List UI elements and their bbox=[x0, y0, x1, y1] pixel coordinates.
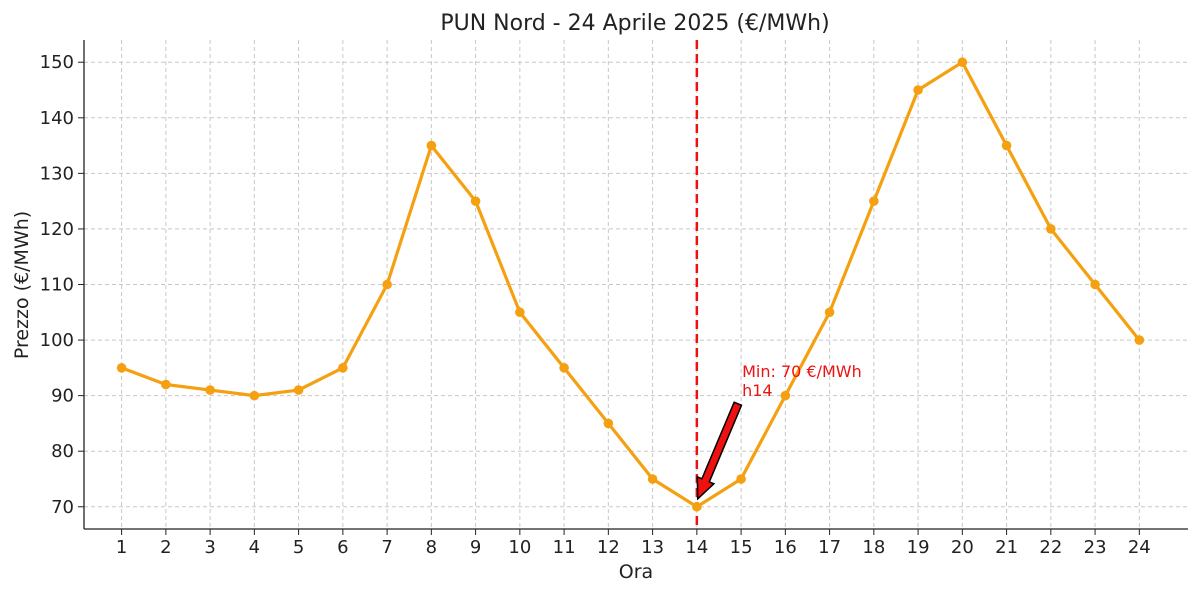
data-point bbox=[913, 85, 923, 95]
data-point bbox=[736, 474, 746, 484]
min-arrow bbox=[696, 401, 743, 501]
x-tick-label: 7 bbox=[381, 537, 392, 558]
x-tick-label: 8 bbox=[426, 537, 437, 558]
data-point bbox=[1001, 140, 1012, 151]
x-tick-label: 15 bbox=[730, 537, 753, 558]
x-tick-label: 12 bbox=[597, 537, 620, 558]
series-line bbox=[121, 60, 1141, 509]
data-point bbox=[1090, 279, 1100, 290]
x-tick-label: 11 bbox=[553, 537, 576, 558]
x-tick-label: 10 bbox=[508, 537, 531, 558]
y-axis-ticks: 70 80 90 100 110 120 130 140 150 bbox=[40, 52, 84, 518]
x-tick-label: 2 bbox=[160, 537, 171, 558]
data-point bbox=[515, 307, 525, 318]
data-point bbox=[692, 501, 702, 512]
data-point bbox=[205, 385, 215, 395]
y-tick-label: 150 bbox=[40, 52, 74, 73]
y-tick-label: 80 bbox=[51, 441, 74, 462]
x-tick-label: 3 bbox=[204, 537, 215, 558]
x-tick-label: 1 bbox=[116, 537, 127, 558]
x-tick-label: 6 bbox=[337, 537, 348, 558]
data-point bbox=[293, 385, 304, 395]
x-tick-label: 14 bbox=[685, 537, 708, 558]
y-axis-title: Prezzo (€/MWh) bbox=[11, 211, 33, 359]
data-point bbox=[869, 196, 879, 206]
x-tick-label: 17 bbox=[818, 537, 841, 558]
data-point bbox=[957, 57, 968, 68]
data-point bbox=[1046, 224, 1056, 234]
data-point bbox=[470, 196, 481, 206]
x-tick-label: 18 bbox=[862, 537, 885, 558]
data-point bbox=[161, 379, 171, 390]
data-point bbox=[647, 474, 658, 484]
data-point bbox=[1134, 335, 1145, 345]
x-tick-label: 24 bbox=[1128, 537, 1151, 558]
min-annotation-text: Min: 70 €/MWh bbox=[742, 362, 862, 381]
y-tick-label: 70 bbox=[51, 497, 74, 518]
x-tick-label: 13 bbox=[641, 537, 664, 558]
data-point bbox=[426, 140, 437, 151]
y-tick-label: 140 bbox=[40, 108, 74, 129]
x-tick-label: 20 bbox=[951, 537, 974, 558]
data-point bbox=[780, 390, 791, 401]
chart-title: PUN Nord - 24 Aprile 2025 (€/MWh) bbox=[440, 11, 829, 36]
data-point bbox=[249, 390, 260, 401]
y-tick-label: 110 bbox=[40, 275, 74, 296]
x-tick-label: 16 bbox=[774, 537, 797, 558]
price-series bbox=[116, 57, 1145, 512]
x-tick-label: 23 bbox=[1084, 537, 1107, 558]
data-point bbox=[116, 363, 127, 373]
x-tick-label: 5 bbox=[293, 537, 304, 558]
data-point bbox=[824, 307, 835, 318]
y-tick-label: 130 bbox=[40, 163, 74, 184]
x-tick-label: 22 bbox=[1039, 537, 1062, 558]
data-point bbox=[559, 363, 569, 373]
x-tick-label: 4 bbox=[249, 537, 260, 558]
min-annotation-text: h14 bbox=[742, 381, 773, 400]
y-tick-label: 120 bbox=[40, 219, 74, 240]
y-tick-label: 100 bbox=[40, 330, 74, 351]
data-point bbox=[603, 418, 614, 429]
x-tick-label: 9 bbox=[470, 537, 481, 558]
x-axis-ticks: 1 2 3 4 5 6 7 8 9 10 11 12 13 14 15 16 17 18 19 20 21 22 23 24 bbox=[116, 529, 1151, 558]
x-axis-title: Ora bbox=[619, 561, 653, 583]
data-point bbox=[338, 363, 348, 373]
y-tick-label: 90 bbox=[51, 386, 74, 407]
x-tick-label: 19 bbox=[907, 537, 930, 558]
x-tick-label: 21 bbox=[995, 537, 1018, 558]
data-point bbox=[382, 279, 392, 290]
